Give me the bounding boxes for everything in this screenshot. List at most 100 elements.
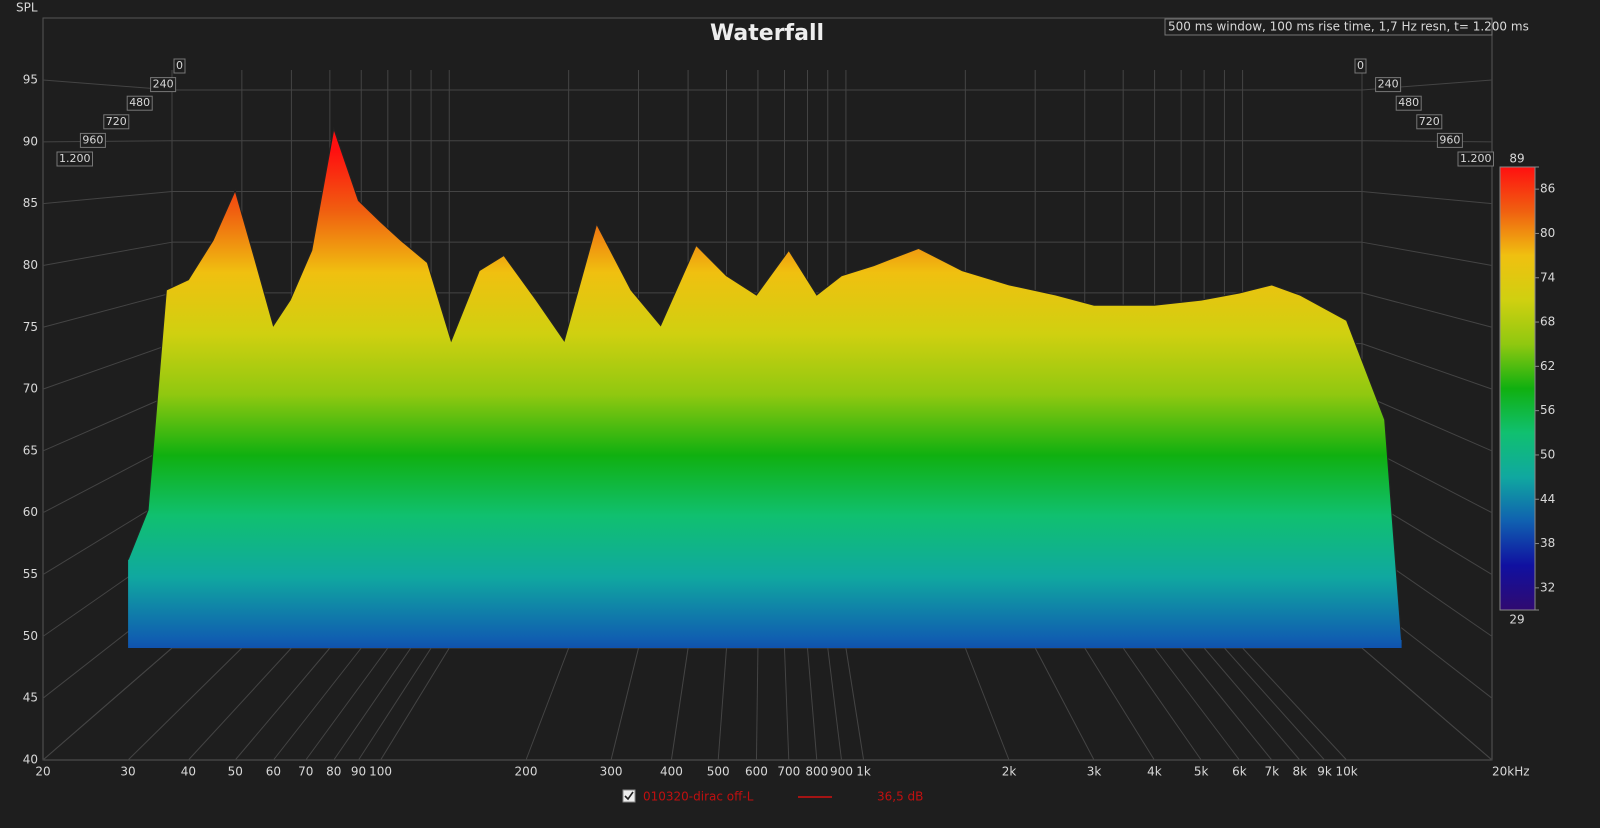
y-tick-label: 70 <box>23 382 38 396</box>
y-tick-label: 80 <box>23 258 38 272</box>
y-tick-label: 95 <box>23 73 38 87</box>
x-tick-label: 400 <box>660 765 683 779</box>
time-tick-box <box>173 58 186 74</box>
grid-line <box>783 647 790 761</box>
x-tick-label: 100 <box>369 765 392 779</box>
grid-line <box>380 647 450 761</box>
time-tick-label: 960 <box>82 133 103 146</box>
y-tick-label: 60 <box>23 505 38 519</box>
time-tick-label: 1.200 <box>1460 152 1492 165</box>
info-box <box>1164 18 1493 36</box>
legend-entry: 010320-dirac off-L <box>643 790 754 804</box>
time-tick-box <box>1457 151 1494 167</box>
time-tick-label: 0 <box>176 59 183 72</box>
grid-line <box>1361 647 1493 761</box>
time-tick-label: 480 <box>129 96 150 109</box>
grid-line <box>717 647 728 761</box>
grid-line <box>333 647 412 761</box>
y-tick-label: 75 <box>23 320 38 334</box>
x-tick-label: 20kHz <box>1492 765 1530 779</box>
colorbar-label: 86 <box>1540 182 1555 196</box>
colorbar-label: 38 <box>1540 536 1555 550</box>
grid-line <box>610 647 640 761</box>
x-tick-label: 200 <box>515 765 538 779</box>
time-tick-label: 0 <box>1357 59 1364 72</box>
time-tick-box <box>1375 77 1402 93</box>
chart-subtitle: 500 ms window, 100 ms rise time, 1,7 Hz … <box>1168 20 1529 34</box>
x-tick-label: 300 <box>600 765 623 779</box>
x-tick-label: 70 <box>298 765 313 779</box>
y-tick-label: 50 <box>23 629 38 643</box>
surface-area <box>128 128 1402 649</box>
y-tick-label: 85 <box>23 196 38 210</box>
x-tick-label: 4k <box>1147 765 1162 779</box>
y-tick-label: 40 <box>23 753 38 767</box>
colorbar-label: 89 <box>1509 152 1524 166</box>
colorbar-label: 62 <box>1540 359 1555 373</box>
x-tick-label: 800 <box>805 765 828 779</box>
checkmark <box>624 791 634 801</box>
grid-line <box>755 647 759 761</box>
time-tick-box <box>1436 132 1463 148</box>
grid-line <box>1034 647 1095 761</box>
colorbar-label: 32 <box>1540 580 1555 594</box>
grid-line <box>1122 647 1202 761</box>
time-tick-box <box>79 132 106 148</box>
time-tick-box <box>56 151 93 167</box>
surface-ridge <box>127 126 1403 640</box>
x-tick-label: 2k <box>1002 765 1017 779</box>
grid-line <box>1224 647 1325 761</box>
time-tick-label: 480 <box>1398 96 1419 109</box>
x-tick-label: 6k <box>1232 765 1247 779</box>
time-tick-box <box>150 77 177 93</box>
x-tick-label: 80 <box>326 765 341 779</box>
grid-line <box>42 343 173 390</box>
x-tick-label: 700 <box>777 765 800 779</box>
colorbar-label: 44 <box>1540 492 1555 506</box>
x-tick-label: 50 <box>228 765 243 779</box>
x-tick-label: 10k <box>1335 765 1357 779</box>
x-tick-label: 1k <box>856 765 871 779</box>
legend-value: 36,5 dB <box>877 790 923 804</box>
grid-line <box>305 647 389 761</box>
chart-title: Waterfall <box>710 21 824 46</box>
time-tick-label: 720 <box>1419 115 1440 128</box>
grid-line <box>1361 343 1493 390</box>
colorbar-label: 50 <box>1540 447 1555 461</box>
time-tick-box <box>1416 114 1443 130</box>
y-axis-label: SPL <box>16 1 38 15</box>
grid-line <box>806 647 818 761</box>
grid-line <box>964 647 1010 761</box>
grid-line <box>525 647 570 761</box>
time-tick-label: 960 <box>1439 133 1460 146</box>
x-tick-label: 60 <box>266 765 281 779</box>
grid-line <box>42 241 173 266</box>
time-tick-box <box>1395 95 1422 111</box>
x-tick-label: 900 <box>830 765 853 779</box>
grid-line <box>1361 292 1493 328</box>
y-tick-label: 45 <box>23 691 38 705</box>
x-tick-label: 30 <box>120 765 135 779</box>
grid-line <box>845 647 865 761</box>
grid-line <box>1361 393 1493 452</box>
grid-line <box>827 647 842 761</box>
x-tick-label: 500 <box>707 765 730 779</box>
x-tick-label: 3k <box>1087 765 1102 779</box>
x-tick-label: 9k <box>1317 765 1332 779</box>
x-tick-label: 40 <box>181 765 196 779</box>
time-tick-label: 240 <box>153 78 174 91</box>
grid-line <box>1361 190 1493 205</box>
colorbar-label: 68 <box>1540 315 1555 329</box>
legend-checkbox[interactable] <box>622 789 636 803</box>
time-tick-box <box>126 95 153 111</box>
time-tick-box <box>1354 58 1367 74</box>
grid-line <box>670 647 689 761</box>
y-tick-label: 55 <box>23 567 38 581</box>
grid-line <box>234 647 331 761</box>
grid-line <box>42 292 173 328</box>
x-tick-label: 5k <box>1194 765 1209 779</box>
x-tick-label: 8k <box>1292 765 1307 779</box>
y-tick-label: 90 <box>23 134 38 148</box>
